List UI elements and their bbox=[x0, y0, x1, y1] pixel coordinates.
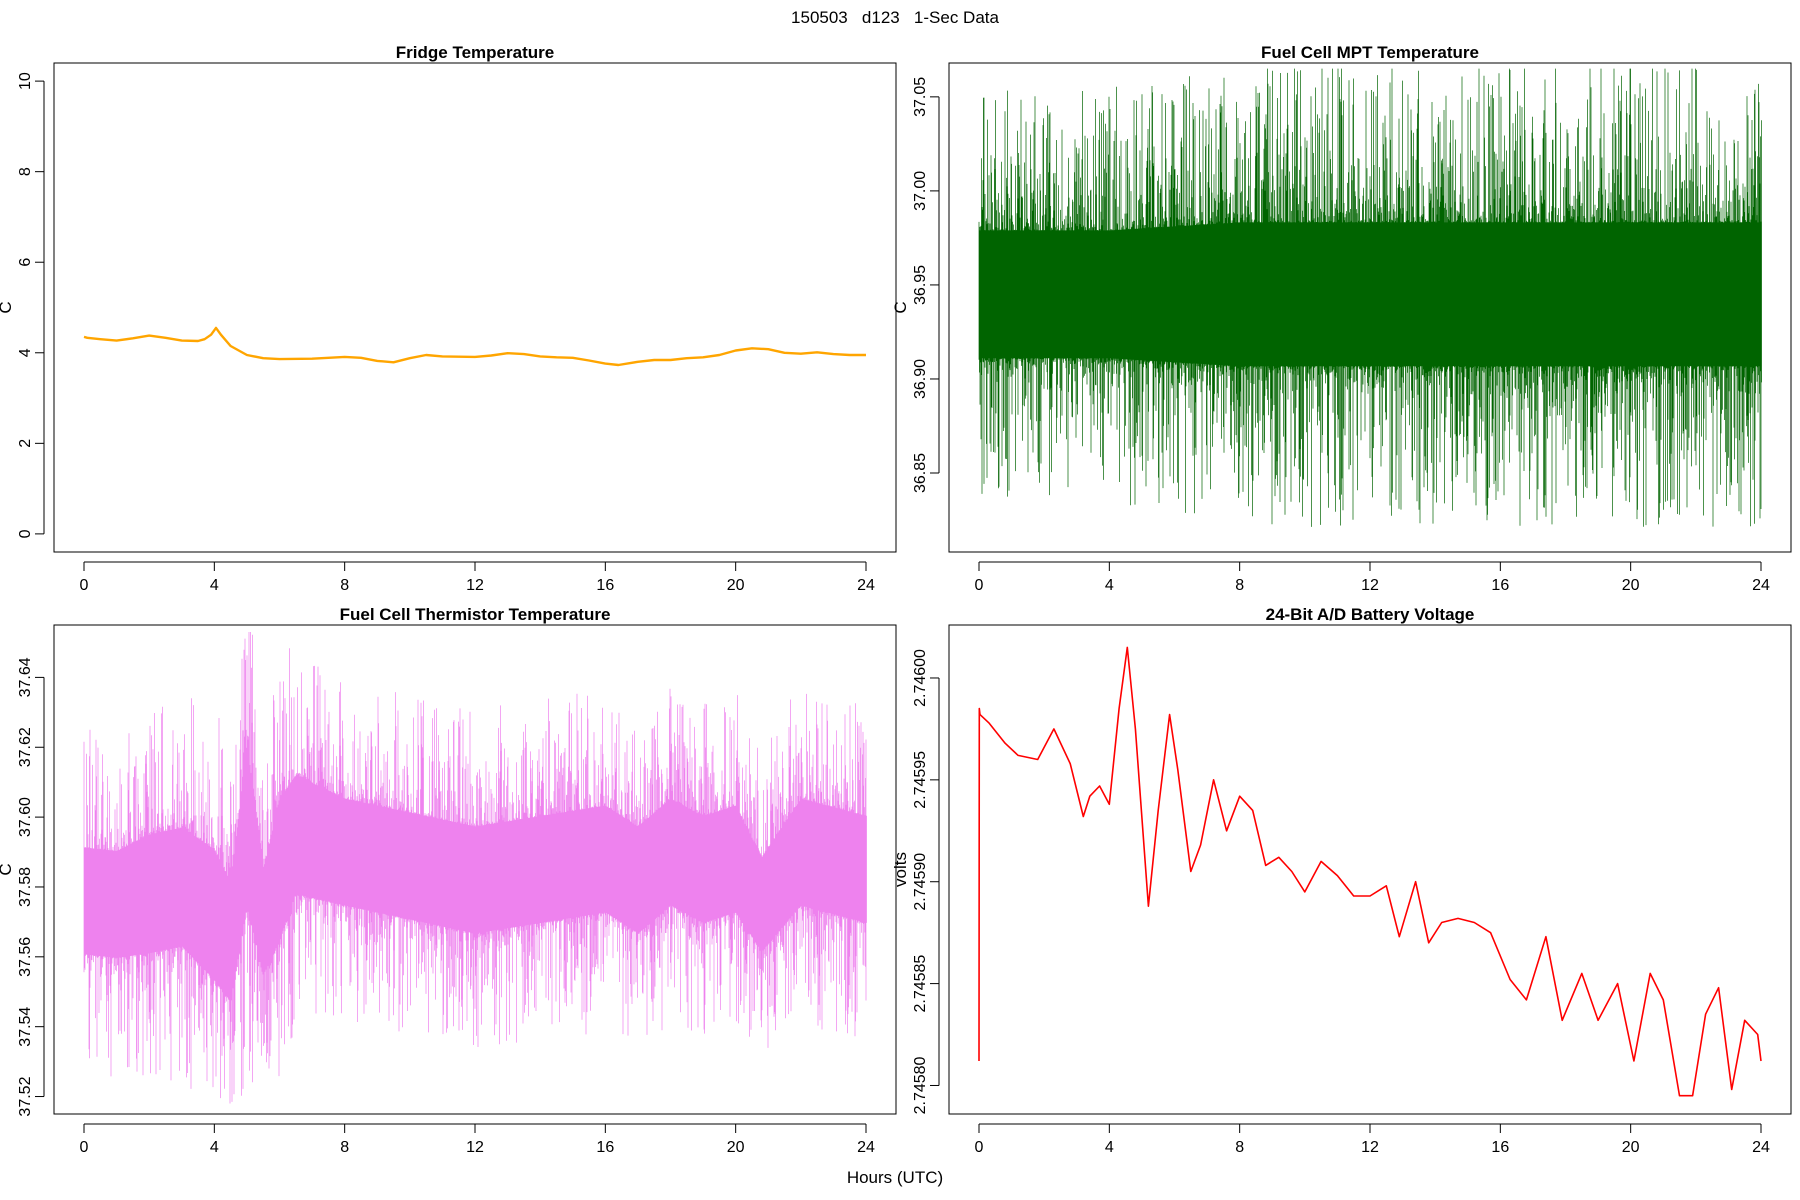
x-tick-label: 0 bbox=[80, 577, 89, 594]
x-tick-label: 4 bbox=[1105, 577, 1114, 594]
y-tick-label: 37.58 bbox=[17, 867, 34, 907]
x-tick-label: 4 bbox=[1105, 1139, 1114, 1156]
chart-panel: Fuel Cell MPT Temperature 0 4 8 12 16 20 24 36.8… bbox=[891, 43, 1792, 594]
y-tick-label: 2.74600 bbox=[912, 649, 929, 707]
x-tick-label: 24 bbox=[1752, 577, 1770, 594]
plot-frame bbox=[53, 62, 897, 553]
x-tick-label: 4 bbox=[210, 577, 219, 594]
x-tick-label: 16 bbox=[1491, 577, 1509, 594]
y-axis-label: C bbox=[0, 863, 15, 875]
series-line bbox=[83, 326, 866, 367]
x-tick-label: 24 bbox=[857, 1139, 875, 1156]
y-tick-label: 37.54 bbox=[17, 1007, 34, 1047]
x-axis-label: Hours (UTC) bbox=[847, 1168, 943, 1187]
y-tick-label: 36.90 bbox=[912, 359, 929, 399]
x-tick-label: 0 bbox=[975, 1139, 984, 1156]
chart-panels: Fridge Temperature048121620240246810CFue… bbox=[0, 43, 1792, 1156]
figure-title: 150503 d123 1-Sec Data bbox=[791, 8, 999, 27]
x-tick-label: 20 bbox=[727, 1139, 745, 1156]
x-tick-label: 12 bbox=[1361, 577, 1379, 594]
y-tick-label: 37.00 bbox=[912, 171, 929, 211]
chart-title: Fridge Temperature bbox=[396, 43, 554, 62]
y-tick-label: 6 bbox=[17, 258, 34, 267]
y-tick-label: 2 bbox=[17, 439, 34, 448]
x-tick-label: 16 bbox=[596, 577, 614, 594]
x-tick-label: 16 bbox=[1491, 1139, 1509, 1156]
y-tick-label: 2.74585 bbox=[912, 955, 929, 1013]
y-tick-label: 36.85 bbox=[912, 453, 929, 493]
y-tick-label: 37.52 bbox=[17, 1076, 34, 1116]
x-tick-label: 24 bbox=[857, 577, 875, 594]
x-tick-label: 4 bbox=[210, 1139, 219, 1156]
y-tick-label: 37.05 bbox=[912, 77, 929, 117]
plot-frame bbox=[53, 624, 897, 1115]
x-tick-label: 16 bbox=[596, 1139, 614, 1156]
y-axis-label: volts bbox=[891, 852, 910, 887]
x-tick-label: 20 bbox=[727, 577, 745, 594]
y-tick-label: 37.56 bbox=[17, 937, 34, 977]
y-tick-label: 0 bbox=[17, 529, 34, 538]
y-tick-label: 36.95 bbox=[912, 265, 929, 305]
y-tick-label: 2.74580 bbox=[912, 1056, 929, 1114]
x-tick-label: 12 bbox=[1361, 1139, 1379, 1156]
x-tick-label: 8 bbox=[340, 577, 349, 594]
series-band bbox=[978, 68, 1762, 527]
x-tick-label: 8 bbox=[340, 1139, 349, 1156]
chart-panel: 24-Bit A/D Battery Voltage 0 4 8 12 16 20 24 2.7… bbox=[891, 605, 1792, 1156]
series-line bbox=[978, 646, 1762, 1097]
y-axis-label: C bbox=[891, 301, 910, 313]
x-tick-label: 20 bbox=[1622, 577, 1640, 594]
x-tick-label: 24 bbox=[1752, 1139, 1770, 1156]
series-band bbox=[83, 632, 867, 1104]
x-tick-label: 12 bbox=[466, 577, 484, 594]
chart-panel: Fuel Cell Thermistor Temperature 0 4 8 12 16 2… bbox=[0, 605, 897, 1156]
x-tick-label: 12 bbox=[466, 1139, 484, 1156]
chart-title: 24-Bit A/D Battery Voltage bbox=[1266, 605, 1475, 624]
y-tick-label: 8 bbox=[17, 167, 34, 176]
chart-panel: Fridge Temperature048121620240246810C bbox=[0, 43, 897, 594]
x-tick-label: 0 bbox=[975, 577, 984, 594]
y-tick-label: 2.74595 bbox=[912, 751, 929, 809]
chart-title: Fuel Cell Thermistor Temperature bbox=[340, 605, 611, 624]
x-tick-label: 8 bbox=[1235, 577, 1244, 594]
plot-frame bbox=[948, 624, 1792, 1115]
chart-title: Fuel Cell MPT Temperature bbox=[1261, 43, 1479, 62]
y-tick-label: 10 bbox=[17, 72, 34, 90]
y-tick-label: 37.64 bbox=[17, 657, 34, 697]
x-tick-label: 8 bbox=[1235, 1139, 1244, 1156]
plot-frame bbox=[948, 62, 1792, 553]
y-tick-label: 37.60 bbox=[17, 797, 34, 837]
x-tick-label: 0 bbox=[80, 1139, 89, 1156]
y-tick-label: 2.74590 bbox=[912, 853, 929, 911]
y-axis-label: C bbox=[0, 301, 15, 313]
x-tick-label: 20 bbox=[1622, 1139, 1640, 1156]
y-tick-label: 37.62 bbox=[17, 727, 34, 767]
y-tick-label: 4 bbox=[17, 348, 34, 357]
